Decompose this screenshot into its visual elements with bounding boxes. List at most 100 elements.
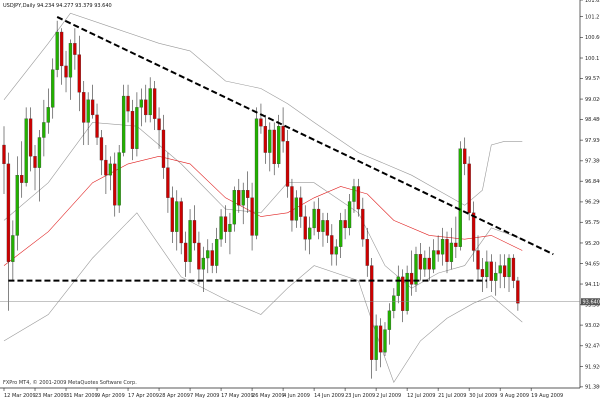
bear-candle-body [224, 217, 227, 232]
y-tick-label: 91.920 [585, 364, 600, 370]
bear-candle-body [180, 202, 183, 243]
bear-candle-body [286, 141, 289, 186]
x-tick-label: 21 Jul 2009 [438, 393, 466, 399]
bear-candle-body [344, 220, 347, 228]
bear-candle-body [7, 164, 10, 262]
bear-candle-body [246, 190, 249, 198]
candle [118, 145, 121, 213]
y-tick-label: 96.290 [585, 200, 600, 206]
y-tick-label: 93.020 [585, 323, 600, 329]
bear-candle-body [131, 111, 134, 149]
bull-candle-body [242, 190, 245, 205]
bear-candle-body [490, 262, 493, 281]
bull-candle-body [87, 100, 90, 123]
bull-candle-body [109, 164, 112, 175]
candle [255, 107, 258, 239]
bull-candle-body [47, 107, 50, 122]
y-tick-label: 99.570 [585, 76, 600, 82]
bull-candle-body [432, 251, 435, 270]
bear-candle-body [299, 198, 302, 217]
x-tick-label: 12 Jul 2009 [407, 393, 435, 399]
bull-candle-body [56, 32, 59, 70]
y-tick-label: 101.650 [585, 0, 600, 4]
bull-candle-body [406, 273, 409, 311]
x-tick-label: 17 Apr 2009 [128, 393, 159, 399]
bear-candle-body [463, 149, 466, 164]
bear-candle-body [82, 92, 85, 122]
bear-candle-body [184, 243, 187, 262]
x-tick-label: 23 Jun 2009 [345, 393, 375, 399]
bear-candle-body [251, 198, 254, 236]
bear-candle-body [454, 243, 457, 247]
bull-candle-body [508, 258, 511, 277]
bear-candle-body [73, 43, 76, 54]
bear-candle-body [158, 119, 161, 130]
y-tick-label: 100.110 [585, 56, 600, 62]
bear-candle-body [264, 126, 267, 152]
x-tick-label: 31 Mar 2009 [66, 393, 98, 399]
bull-candle-body [295, 198, 298, 221]
bull-candle-body [499, 266, 502, 274]
bull-candle-body [135, 107, 138, 148]
bear-candle-body [481, 269, 484, 277]
bear-candle-body [512, 258, 515, 281]
bull-candle-body [494, 273, 497, 281]
bull-candle-body [339, 220, 342, 246]
bull-candle-body [277, 126, 280, 164]
bull-candle-body [233, 190, 236, 224]
bull-candle-body [38, 137, 41, 167]
bear-candle-body [3, 145, 6, 164]
y-tick-label: 99.020 [585, 97, 600, 103]
bear-candle-body [78, 55, 81, 93]
current-price-label: 93.640 [583, 300, 600, 306]
bull-candle-body [268, 130, 271, 153]
bull-candle-body [255, 119, 258, 236]
x-tick-label: 9 Apr 2009 [97, 393, 125, 399]
bull-candle-body [51, 70, 54, 108]
bull-candle-body [220, 217, 223, 240]
bull-candle-body [206, 251, 209, 259]
x-tick-label: 2 Jul 2009 [376, 393, 401, 399]
bull-candle-body [392, 296, 395, 311]
bull-candle-body [140, 100, 143, 108]
x-tick-label: 9 Aug 2009 [500, 393, 529, 399]
bear-candle-body [282, 126, 285, 141]
bear-candle-body [366, 239, 369, 265]
bull-candle-body [42, 122, 45, 137]
bear-candle-body [304, 217, 307, 240]
candle [468, 156, 471, 220]
x-tick-label: 14 Jun 2009 [314, 393, 344, 399]
x-tick-label: 28 Apr 2009 [159, 393, 190, 399]
x-tick-label: 26 May 2009 [252, 393, 285, 399]
candle [459, 141, 462, 250]
bull-candle-body [118, 153, 121, 206]
bear-candle-body [197, 243, 200, 269]
bear-candle-body [166, 168, 169, 198]
bear-candle-body [410, 273, 413, 284]
y-tick-label: 101.210 [585, 14, 600, 20]
y-tick-label: 100.660 [585, 35, 600, 41]
x-tick-label: 7 May 2009 [190, 393, 219, 399]
bear-candle-body [516, 281, 519, 304]
bull-candle-body [348, 202, 351, 228]
bear-candle-body [171, 198, 174, 232]
bear-candle-body [273, 130, 276, 164]
bull-candle-body [122, 96, 125, 153]
bear-candle-body [477, 251, 480, 270]
bull-candle-body [335, 247, 338, 255]
bear-candle-body [153, 89, 156, 119]
bear-candle-body [237, 190, 240, 205]
bull-candle-body [202, 258, 205, 269]
bull-candle-body [215, 239, 218, 265]
bear-candle-body [20, 175, 23, 183]
bull-candle-body [308, 228, 311, 239]
bull-candle-body [69, 43, 72, 77]
bull-candle-body [313, 209, 316, 228]
bear-candle-body [34, 156, 37, 167]
bull-candle-body [189, 220, 192, 261]
bear-candle-body [162, 130, 165, 168]
bear-candle-body [317, 209, 320, 232]
y-tick-label: 94.650 [585, 261, 600, 267]
bear-candle-body [401, 277, 404, 311]
